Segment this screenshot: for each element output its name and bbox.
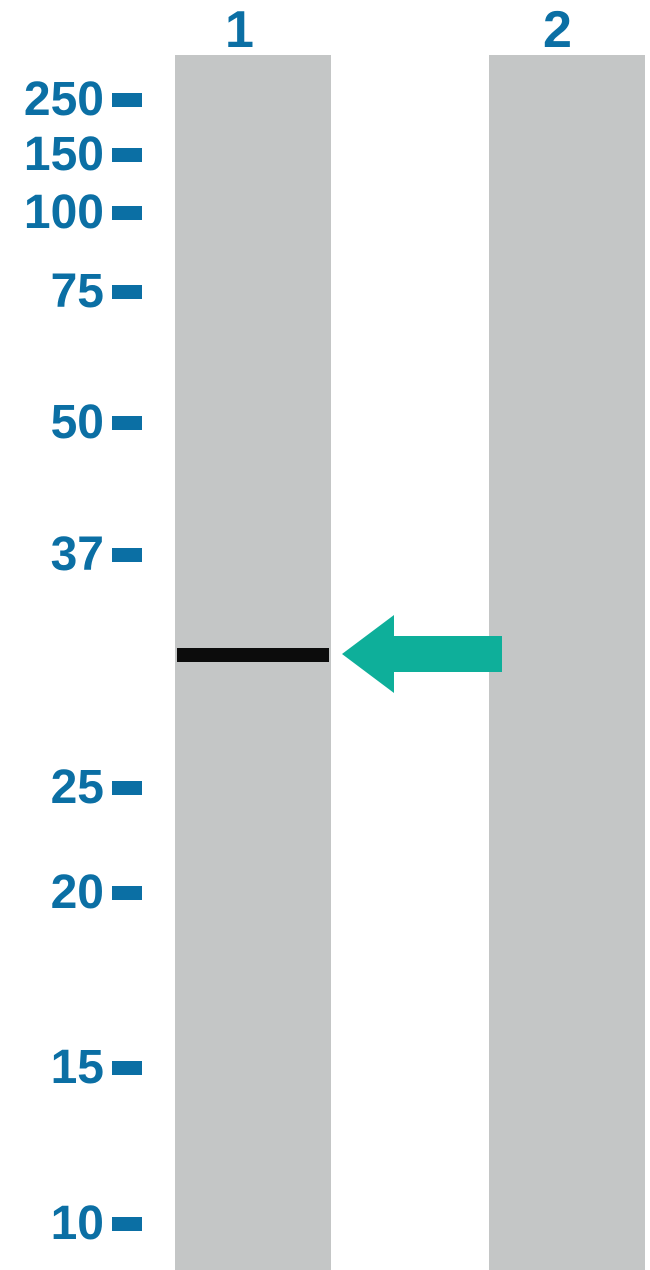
- mw-label-250: 250: [0, 76, 104, 124]
- band-indicator-arrow: [342, 615, 502, 693]
- lane-1-strip: [175, 55, 331, 1270]
- mw-tick-15: [112, 1061, 142, 1075]
- mw-tick-10: [112, 1217, 142, 1231]
- lane-2-strip: [489, 55, 645, 1270]
- mw-label-37: 37: [0, 531, 104, 579]
- mw-tick-250: [112, 93, 142, 107]
- mw-tick-75: [112, 285, 142, 299]
- mw-label-15: 15: [0, 1044, 104, 1092]
- mw-label-100: 100: [0, 189, 104, 237]
- mw-label-20: 20: [0, 869, 104, 917]
- mw-tick-37: [112, 548, 142, 562]
- mw-tick-100: [112, 206, 142, 220]
- mw-label-10: 10: [0, 1200, 104, 1248]
- mw-label-75: 75: [0, 268, 104, 316]
- mw-tick-25: [112, 781, 142, 795]
- mw-label-150: 150: [0, 131, 104, 179]
- mw-label-50: 50: [0, 399, 104, 447]
- protein-band-1: [177, 648, 329, 662]
- mw-tick-150: [112, 148, 142, 162]
- lane-1-header: 1: [225, 0, 254, 60]
- lane-2-header: 2: [543, 0, 572, 60]
- mw-label-25: 25: [0, 764, 104, 812]
- mw-tick-50: [112, 416, 142, 430]
- mw-tick-20: [112, 886, 142, 900]
- western-blot-figure: 1 2 250 150 100 75 50 37 25 20 15 10: [0, 0, 650, 1270]
